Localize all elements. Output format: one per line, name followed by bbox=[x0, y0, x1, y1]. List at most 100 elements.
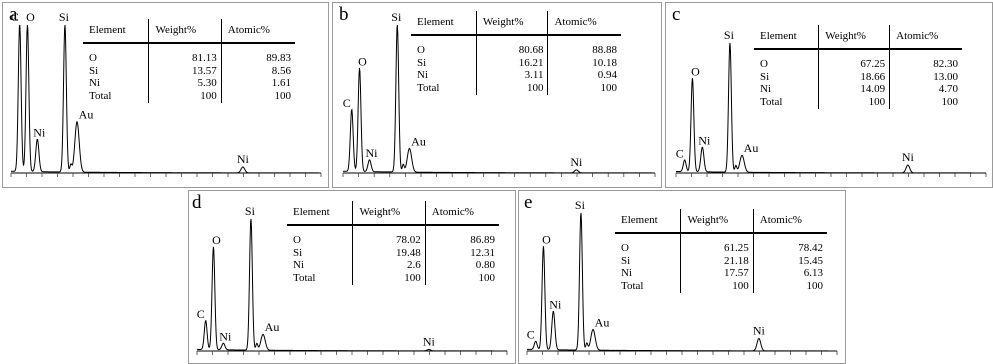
peak-label: C bbox=[527, 328, 535, 342]
peak-label: Au bbox=[265, 320, 280, 334]
table-cell: Total bbox=[615, 279, 682, 293]
table-header: Atomic% bbox=[889, 25, 962, 50]
panel-label: a bbox=[9, 4, 18, 25]
table-cell: Si bbox=[615, 254, 682, 267]
panel-label: c bbox=[672, 4, 681, 25]
table-row: Total 100 100 bbox=[83, 89, 295, 103]
eds-panel-e: C O Ni Si Au Ni e Element Weight% Atomic% O 61.25… bbox=[518, 190, 846, 364]
table-cell: O bbox=[83, 43, 150, 65]
table-cell: 86.89 bbox=[470, 234, 495, 246]
table-cell: Total bbox=[83, 89, 150, 103]
eds-panel-d: C O Ni Si Au Ni d Element Weight% Atomic% O 78.02… bbox=[188, 190, 516, 364]
table-cell: O bbox=[615, 233, 682, 255]
table-header: Atomic% bbox=[425, 201, 499, 226]
peak-label: Ni bbox=[33, 125, 46, 139]
table-header: Element bbox=[411, 11, 477, 36]
table-cell: Si bbox=[287, 246, 354, 259]
peak-label: O bbox=[542, 233, 551, 247]
table-row: Total 100 100 bbox=[754, 95, 962, 109]
peak-label: Ni bbox=[549, 297, 562, 311]
table-cell: O bbox=[287, 225, 354, 247]
table-row: O 67.25 82.30 bbox=[754, 49, 962, 71]
table-header-row: Element Weight% Atomic% bbox=[287, 201, 499, 226]
table-cell: Ni bbox=[287, 259, 354, 272]
table-cell: 19.48 bbox=[352, 246, 426, 259]
peak-label: O bbox=[212, 233, 221, 247]
table-cell: 14.09 bbox=[818, 83, 891, 96]
table-header-row: Element Weight% Atomic% bbox=[615, 209, 827, 234]
table-header: Element bbox=[287, 201, 354, 226]
table-row: Ni 3.11 0.94 bbox=[411, 69, 621, 82]
peak-label: O bbox=[358, 54, 367, 68]
table-cell: 100 bbox=[476, 81, 549, 95]
table-cell: 0.80 bbox=[475, 259, 495, 271]
table-cell: 8.56 bbox=[271, 64, 291, 77]
table-cell: 100 bbox=[806, 279, 824, 292]
peak-label: Ni bbox=[237, 152, 250, 166]
peak-label: Si bbox=[575, 198, 586, 212]
table-cell: Total bbox=[754, 95, 820, 109]
table-row: Total 100 100 bbox=[287, 271, 499, 285]
table-cell: Total bbox=[287, 271, 354, 285]
table-row: Total 100 100 bbox=[411, 81, 621, 95]
composition-table: Element Weight% Atomic% O 81.13 89.83 Si 13.57 8… bbox=[83, 19, 295, 103]
table-cell: 12.31 bbox=[470, 246, 495, 259]
table-cell: 16.21 bbox=[476, 56, 549, 69]
table-header: Weight% bbox=[476, 11, 549, 36]
peak-label: C bbox=[676, 146, 684, 160]
peak-label: Ni bbox=[366, 146, 379, 160]
table-cell: 17.57 bbox=[680, 267, 754, 280]
peak-label: Ni bbox=[423, 335, 436, 349]
table-row: O 78.02 86.89 bbox=[287, 225, 499, 247]
peak-label: Ni bbox=[219, 329, 232, 343]
table-cell: 100 bbox=[148, 89, 222, 103]
table-cell: 100 bbox=[818, 95, 891, 109]
peak-label: Ni bbox=[902, 150, 915, 164]
table-header: Element bbox=[83, 19, 150, 44]
table-header: Atomic% bbox=[221, 19, 295, 44]
table-cell: 10.18 bbox=[592, 56, 617, 69]
table-cell: 100 bbox=[600, 81, 618, 94]
table-cell: 81.13 bbox=[148, 43, 222, 65]
table-cell: 4.70 bbox=[938, 83, 958, 95]
table-cell: Si bbox=[754, 70, 820, 83]
peak-label: Au bbox=[79, 108, 94, 122]
peak-label: Si bbox=[391, 10, 402, 24]
table-cell: 13.00 bbox=[933, 70, 958, 83]
spectrum-line bbox=[675, 42, 986, 174]
table-cell: Si bbox=[83, 64, 150, 77]
peak-label: Au bbox=[744, 141, 759, 155]
eds-panel-c: C O Ni Si Au Ni c Element Weight% Atomic% O 67.25… bbox=[665, 2, 993, 188]
table-cell: 80.68 bbox=[476, 35, 549, 57]
panel-label: d bbox=[192, 192, 202, 213]
table-cell: 0.94 bbox=[597, 69, 617, 81]
table-cell: 100 bbox=[478, 271, 496, 284]
table-cell: 88.88 bbox=[592, 44, 617, 56]
table-header-row: Element Weight% Atomic% bbox=[83, 19, 295, 44]
table-cell: O bbox=[411, 35, 477, 57]
table-row: Si 19.48 12.31 bbox=[287, 246, 499, 259]
table-row: Total 100 100 bbox=[615, 279, 827, 293]
table-row: Ni 2.6 0.80 bbox=[287, 259, 499, 272]
table-cell: 21.18 bbox=[680, 254, 754, 267]
table-header: Weight% bbox=[352, 201, 426, 226]
table-row: O 81.13 89.83 bbox=[83, 43, 295, 65]
table-cell: Si bbox=[411, 56, 477, 69]
table-cell: 15.45 bbox=[798, 254, 823, 267]
table-cell: Total bbox=[411, 81, 477, 95]
table-row: O 61.25 78.42 bbox=[615, 233, 827, 255]
table-header: Weight% bbox=[148, 19, 222, 44]
peak-label: C bbox=[197, 307, 205, 321]
table-header: Atomic% bbox=[753, 209, 827, 234]
table-cell: O bbox=[754, 49, 820, 71]
table-cell: Ni bbox=[83, 77, 150, 90]
table-cell: 6.13 bbox=[803, 267, 823, 279]
peak-label: C bbox=[11, 10, 19, 24]
table-cell: 67.25 bbox=[818, 49, 891, 71]
table-cell: Ni bbox=[615, 267, 682, 280]
spectrum-line bbox=[526, 212, 837, 352]
